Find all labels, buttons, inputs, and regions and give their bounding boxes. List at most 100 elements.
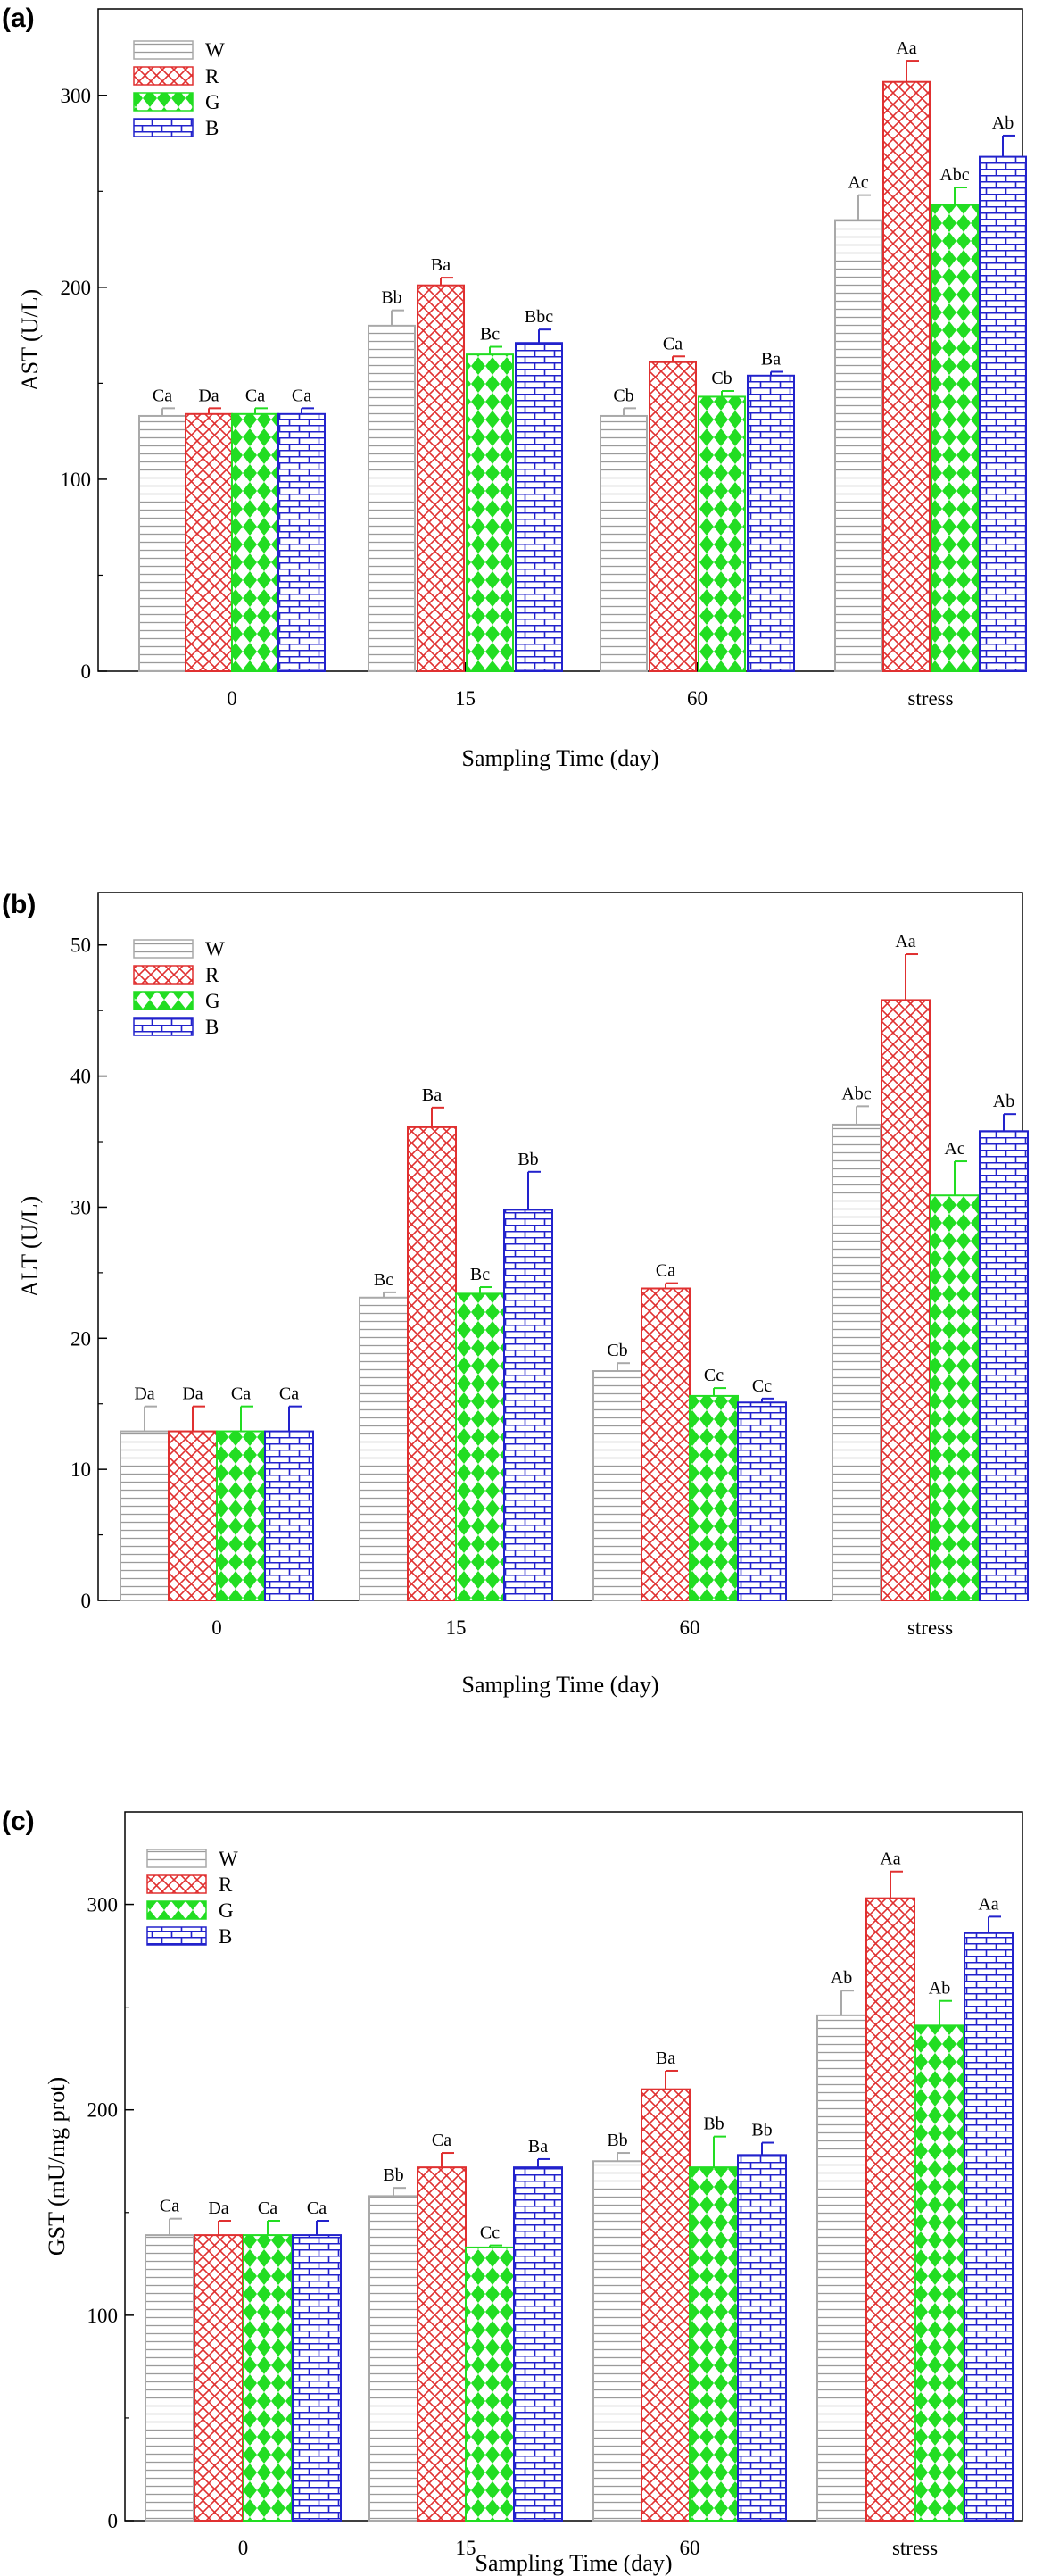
bar-R-0 — [168, 1430, 218, 1602]
x-tick-label: 0 — [227, 687, 237, 710]
sig-label-W-stress: Abc — [841, 1084, 871, 1103]
y-tick-label: 40 — [70, 1066, 91, 1088]
sig-label-R-15: Ba — [431, 255, 451, 275]
legend-swatch-R — [133, 66, 194, 86]
bar-R-15 — [407, 1126, 457, 1602]
x-tick-label: 60 — [680, 1616, 700, 1639]
panel-c: (c) 0 100 200 300 GST (mU/mg prot) Sampling Ti… — [2, 1807, 1023, 2576]
legend-label-R: R — [205, 65, 219, 87]
sig-label-G-60: Cb — [711, 369, 732, 388]
legend-swatch-W — [133, 939, 194, 959]
bar-W-15 — [368, 324, 416, 672]
legend-label-B: B — [205, 117, 219, 139]
sig-label-B-stress: Aa — [978, 1894, 998, 1914]
y-tick-label: 100 — [87, 2305, 119, 2327]
y-axis-label: AST (U/L) — [17, 289, 43, 391]
bar-R-0 — [185, 412, 233, 672]
sig-label-R-stress: Aa — [880, 1849, 900, 1869]
bar-R-15 — [417, 284, 465, 672]
x-tick-label: 15 — [456, 2537, 476, 2559]
y-tick-label: 10 — [70, 1458, 91, 1481]
sig-label-R-60: Ba — [656, 2048, 675, 2068]
sig-label-G-0: Ca — [245, 386, 265, 405]
legend-label-R: R — [205, 964, 219, 986]
sig-label-G-stress: Ab — [929, 1979, 950, 1998]
legend-label-G: G — [205, 91, 220, 113]
y-tick-label: 200 — [87, 2099, 119, 2122]
bar-R-15 — [417, 2166, 467, 2522]
bar-G-15 — [455, 1292, 505, 1602]
bar-W-60 — [592, 1370, 642, 1602]
sig-label-R-0: Da — [208, 2198, 228, 2218]
bar-W-stress — [834, 219, 882, 672]
sig-label-R-0: Da — [198, 386, 219, 405]
bar-R-stress — [865, 1897, 915, 2522]
bar-R-stress — [882, 80, 931, 672]
bar-G-stress — [931, 204, 979, 673]
x-tick-label: stress — [907, 687, 953, 710]
bar-B-15 — [513, 2166, 563, 2522]
panel-b: (b) 0 10 20 30 40 50 ALT (U/L) Sampling Time (da… — [2, 890, 1029, 1698]
sig-label-R-60: Ca — [656, 1261, 675, 1281]
bar-B-60 — [737, 1401, 787, 1601]
bar-R-0 — [194, 2234, 244, 2522]
x-tick-label: 15 — [446, 1616, 467, 1639]
panel-label: (b) — [2, 890, 36, 919]
x-axis-label: Sampling Time (day) — [461, 1672, 658, 1698]
sig-label-B-60: Ba — [761, 349, 781, 369]
legend-swatch-R — [133, 965, 194, 985]
sig-label-W-15: Bb — [383, 2165, 403, 2185]
sig-label-W-stress: Ac — [848, 173, 868, 193]
sig-label-B-stress: Ab — [993, 1092, 1014, 1111]
sig-label-R-60: Ca — [663, 334, 683, 353]
bar-G-60 — [689, 2166, 739, 2522]
legend-label-B: B — [219, 1925, 232, 1948]
bar-B-0 — [292, 2234, 342, 2522]
legend-swatch-R — [146, 1874, 207, 1894]
bar-B-0 — [264, 1430, 314, 1602]
bar-B-stress — [979, 155, 1027, 673]
sig-label-G-stress: Ac — [944, 1139, 964, 1159]
bar-W-0 — [138, 414, 186, 672]
y-tick-label: 0 — [81, 661, 92, 683]
sig-label-W-0: Ca — [160, 2197, 179, 2216]
bar-G-0 — [216, 1430, 266, 1602]
bar-R-60 — [641, 1287, 691, 1601]
bar-R-stress — [881, 999, 931, 1602]
bar-G-stress — [930, 1194, 980, 1601]
bar-G-15 — [466, 353, 514, 672]
bar-G-stress — [914, 2024, 964, 2522]
bar-W-15 — [368, 2195, 418, 2522]
sig-label-G-60: Bb — [703, 2115, 724, 2134]
sig-label-B-0: Ca — [307, 2198, 327, 2218]
x-tick-label: stress — [892, 2537, 938, 2559]
y-tick-label: 0 — [108, 2510, 119, 2532]
sig-label-B-stress: Ab — [992, 113, 1014, 133]
sig-label-G-0: Ca — [231, 1384, 251, 1404]
bar-W-15 — [359, 1296, 409, 1601]
bar-W-0 — [120, 1430, 170, 1602]
sig-label-B-60: Cc — [752, 1376, 772, 1396]
sig-label-W-60: Cb — [613, 386, 633, 405]
legend-label-W: W — [205, 938, 225, 960]
y-tick-label: 300 — [61, 85, 92, 107]
sig-label-W-stress: Ab — [831, 1968, 852, 1988]
bar-W-0 — [145, 2234, 194, 2522]
y-tick-label: 0 — [81, 1590, 92, 1612]
bar-B-15 — [515, 342, 563, 672]
sig-label-R-15: Ba — [422, 1085, 442, 1105]
legend-swatch-B — [133, 118, 194, 137]
y-tick-label: 100 — [61, 469, 92, 491]
sig-label-B-15: Bb — [517, 1150, 538, 1169]
y-tick-label: 200 — [61, 277, 92, 299]
bar-W-stress — [832, 1123, 881, 1601]
sig-label-B-0: Ca — [279, 1384, 299, 1404]
sig-label-G-15: Bc — [470, 1265, 490, 1284]
sig-label-G-15: Bc — [480, 325, 500, 345]
sig-label-B-0: Ca — [292, 386, 311, 405]
sig-label-W-15: Bb — [381, 288, 401, 308]
sig-label-G-15: Cc — [480, 2223, 500, 2243]
legend-label-B: B — [205, 1016, 219, 1038]
legend-swatch-W — [146, 1849, 207, 1868]
